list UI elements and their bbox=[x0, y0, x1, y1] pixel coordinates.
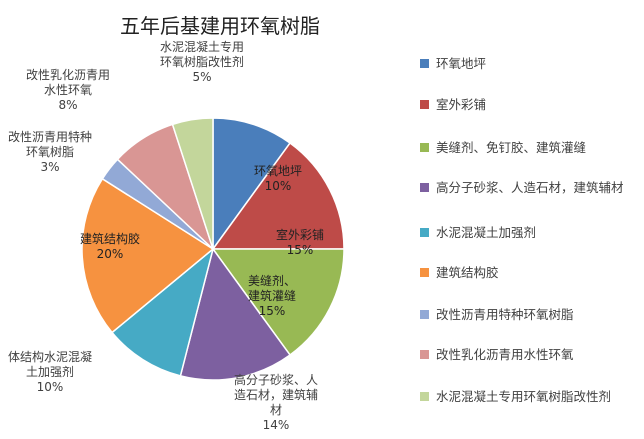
data-label-name: 改性沥青用特种 环氧树脂 bbox=[7, 130, 93, 159]
data-label-value: 10% bbox=[264, 179, 292, 193]
data-label-name: 建筑结构胶 bbox=[79, 232, 141, 246]
pie-slice-8 bbox=[171, 117, 214, 250]
chart-title: 五年后基建用环氧树脂 bbox=[120, 14, 320, 38]
data-label-value: 14% bbox=[262, 418, 290, 432]
legend-label: 高分子砂浆、人造石材，建筑辅材 bbox=[436, 180, 624, 195]
data-label-2: 美缝剂、 建筑灌缝 15% bbox=[248, 274, 296, 319]
data-label-1: 室外彩铺 15% bbox=[276, 228, 324, 258]
data-label-name: 室外彩铺 bbox=[275, 228, 325, 242]
data-label-value: 15% bbox=[258, 304, 286, 318]
legend-label: 水泥混凝土加强剂 bbox=[436, 225, 537, 240]
data-label-value: 20% bbox=[96, 247, 124, 261]
pie-slice-1 bbox=[211, 141, 345, 250]
legend-label: 美缝剂、免钉胶、建筑灌缝 bbox=[436, 140, 587, 155]
data-label-name: 高分子砂浆、人 造石材，建筑辅 材 bbox=[233, 373, 319, 417]
legend-swatch bbox=[420, 183, 429, 192]
data-label-3: 高分子砂浆、人 造石材，建筑辅 材 14% bbox=[234, 373, 318, 433]
legend-swatch bbox=[420, 392, 429, 401]
pie-slice-0 bbox=[212, 117, 292, 252]
legend-swatch bbox=[420, 228, 429, 237]
data-label-name: 环氧地坪 bbox=[253, 164, 303, 178]
data-label-5: 建筑结构胶 20% bbox=[80, 232, 140, 262]
pie-slice-4 bbox=[111, 246, 215, 377]
legend-swatch bbox=[420, 310, 429, 319]
data-label-value: 5% bbox=[192, 70, 212, 84]
data-label-value: 3% bbox=[40, 160, 60, 174]
legend-label: 建筑结构胶 bbox=[436, 265, 499, 280]
data-label-4: 体结构水泥混凝 土加强剂 10% bbox=[8, 350, 92, 395]
legend-label: 改性沥青用特种环氧树脂 bbox=[436, 307, 574, 322]
data-label-value: 10% bbox=[36, 380, 64, 394]
legend-swatch bbox=[420, 350, 429, 359]
data-label-value: 8% bbox=[58, 98, 78, 112]
legend-swatch bbox=[420, 59, 429, 68]
pie-slice-3 bbox=[179, 247, 292, 381]
data-label-6: 改性沥青用特种 环氧树脂 3% bbox=[8, 130, 92, 175]
data-label-name: 水泥混凝土专用 环氧树脂改性剂 bbox=[159, 40, 245, 69]
legend-label: 改性乳化沥青用水性环氧 bbox=[436, 347, 574, 362]
data-label-name: 美缝剂、 建筑灌缝 bbox=[247, 274, 297, 303]
legend-label: 室外彩铺 bbox=[436, 97, 487, 112]
legend-label: 水泥混凝土专用环氧树脂改性剂 bbox=[436, 389, 612, 404]
legend-swatch bbox=[420, 268, 429, 277]
data-label-value: 15% bbox=[286, 243, 314, 257]
pie-slice-2 bbox=[211, 248, 345, 357]
legend-swatch bbox=[420, 100, 429, 109]
pie-slice-5 bbox=[81, 177, 215, 334]
legend-label: 环氧地坪 bbox=[436, 56, 487, 71]
data-label-0: 环氧地坪 10% bbox=[254, 164, 302, 194]
data-label-7: 改性乳化沥青用 水性环氧 8% bbox=[26, 68, 110, 113]
legend-swatch bbox=[420, 143, 429, 152]
data-label-name: 体结构水泥混凝 土加强剂 bbox=[7, 350, 93, 379]
data-label-8: 水泥混凝土专用 环氧树脂改性剂 5% bbox=[160, 40, 244, 85]
data-label-name: 改性乳化沥青用 水性环氧 bbox=[25, 68, 111, 97]
